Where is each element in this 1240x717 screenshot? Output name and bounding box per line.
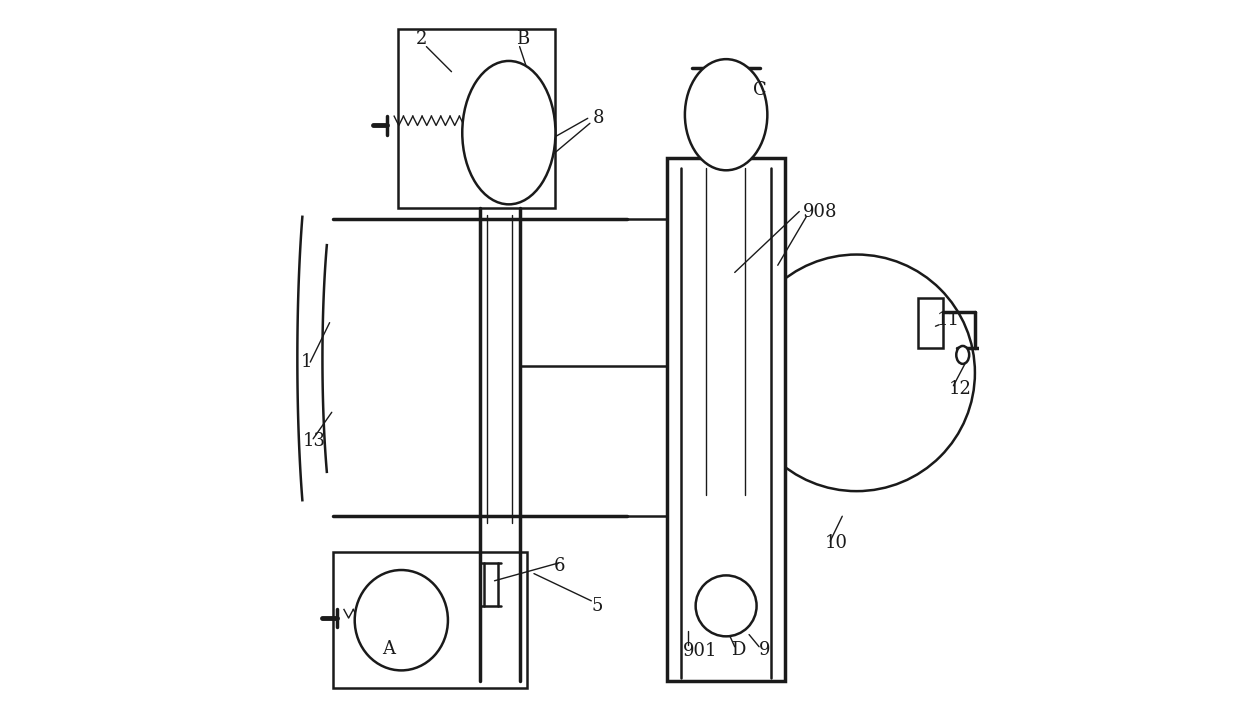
Bar [398, 29, 556, 208]
Ellipse shape [684, 60, 768, 171]
Text: B: B [516, 30, 529, 49]
Text: 13: 13 [303, 432, 326, 450]
Text: 10: 10 [825, 534, 847, 553]
Ellipse shape [696, 575, 756, 637]
Ellipse shape [956, 346, 970, 364]
Text: 6: 6 [554, 557, 565, 576]
Bar [918, 298, 942, 348]
Text: C: C [753, 80, 766, 99]
Text: 5: 5 [591, 597, 603, 615]
Text: 2: 2 [415, 30, 427, 49]
Text: D: D [732, 641, 745, 660]
Ellipse shape [463, 61, 556, 204]
Text: 9: 9 [759, 641, 770, 660]
Text: A: A [382, 640, 396, 658]
Text: 908: 908 [802, 202, 837, 221]
Ellipse shape [355, 570, 448, 670]
Text: 1: 1 [301, 353, 312, 371]
Text: 901: 901 [683, 642, 718, 660]
Text: 11: 11 [937, 311, 960, 330]
Bar [667, 158, 785, 681]
Text: 8: 8 [593, 109, 604, 128]
Text: 12: 12 [949, 380, 971, 399]
Bar [334, 552, 527, 688]
Circle shape [738, 255, 975, 491]
